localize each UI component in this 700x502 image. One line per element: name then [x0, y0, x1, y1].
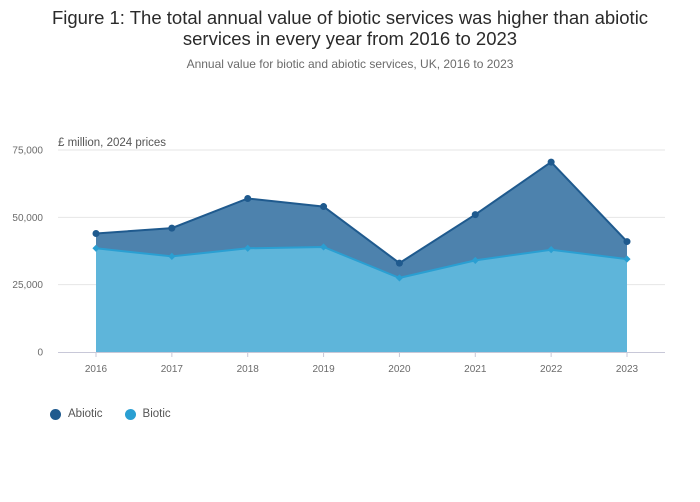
- y-axis-unit-label: £ million, 2024 prices: [58, 137, 166, 149]
- point-abiotic-2022: [547, 158, 555, 166]
- point-abiotic-2016: [92, 229, 100, 237]
- y-tick-label-1: 25,000: [12, 280, 43, 291]
- point-biotic-2023: [623, 255, 631, 263]
- legend-item-biotic[interactable]: Biotic: [124, 408, 171, 420]
- y-tick-label-2: 50,000: [12, 213, 43, 224]
- legend-marker-abiotic: [50, 408, 61, 420]
- point-abiotic-2021: [471, 211, 479, 219]
- x-tick-label-2019: 2019: [312, 364, 335, 375]
- point-biotic-2016: [92, 244, 100, 252]
- x-tick-label-2020: 2020: [388, 364, 411, 375]
- y-tick-label-0: 0: [37, 348, 43, 359]
- point-abiotic-2023: [623, 238, 631, 246]
- point-biotic-2017: [168, 252, 176, 260]
- point-biotic-2018: [244, 244, 252, 252]
- chart-subtitle: Annual value for biotic and abiotic serv…: [186, 57, 514, 71]
- chart-title: Figure 1: The total annual value of biot…: [51, 7, 649, 49]
- point-abiotic-2018: [244, 194, 252, 202]
- x-tick-label-2018: 2018: [237, 364, 260, 375]
- legend-label-biotic: Biotic: [142, 408, 171, 420]
- point-biotic-2022: [547, 246, 555, 254]
- area-biotic: [96, 247, 627, 352]
- point-abiotic-2019: [320, 203, 328, 211]
- legend-item-abiotic[interactable]: Abiotic: [50, 408, 103, 420]
- point-biotic-2021: [471, 256, 479, 265]
- y-tick-label-3: 75,000: [12, 146, 43, 157]
- point-biotic-2019: [319, 243, 328, 251]
- x-tick-label-2017: 2017: [161, 364, 184, 375]
- legend-marker-biotic: [124, 408, 136, 420]
- line-biotic: [95, 245, 628, 279]
- x-tick-label-2016: 2016: [85, 364, 108, 375]
- point-abiotic-2020: [395, 259, 403, 267]
- x-tick-label-2023: 2023: [616, 364, 639, 375]
- x-tick-label-2022: 2022: [540, 364, 563, 375]
- point-biotic-2020: [395, 274, 404, 282]
- legend-label-abiotic: Abiotic: [68, 408, 103, 420]
- line-abiotic: [95, 160, 628, 265]
- x-tick-label-2021: 2021: [464, 364, 487, 375]
- legend: Abiotic Biotic: [50, 408, 171, 420]
- point-abiotic-2017: [168, 224, 176, 232]
